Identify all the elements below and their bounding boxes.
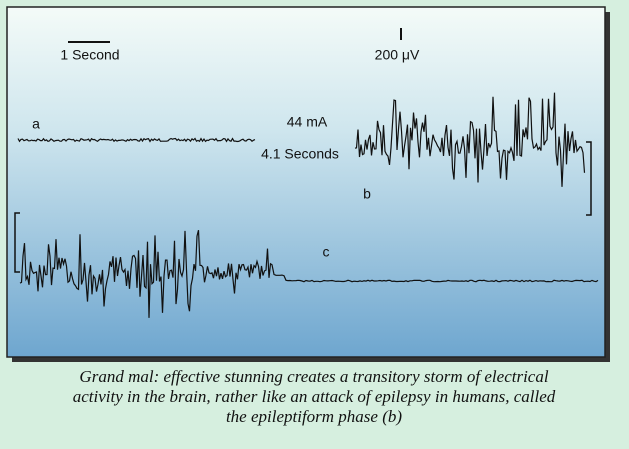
- caption-line: Grand mal: effective stunning creates a …: [79, 367, 548, 386]
- bracket: [14, 212, 20, 273]
- voltage-scale-label: 200 μV: [375, 47, 420, 63]
- trace-label: b: [363, 186, 371, 202]
- eeg-trace: [17, 137, 256, 143]
- stimulus-current: 44 mA: [287, 114, 328, 130]
- eeg-trace: [19, 229, 599, 318]
- caption-line: activity in the brain, rather like an at…: [73, 387, 556, 406]
- panel: [6, 6, 606, 358]
- bracket: [586, 141, 592, 216]
- time-scale-label: 1 Second: [60, 47, 119, 63]
- trace-label: c: [323, 244, 330, 260]
- trace-label: a: [32, 116, 40, 132]
- caption-line: the epileptiform phase (b): [226, 407, 402, 426]
- eeg-trace: [354, 92, 586, 187]
- stimulus-duration: 4.1 Seconds: [261, 146, 339, 162]
